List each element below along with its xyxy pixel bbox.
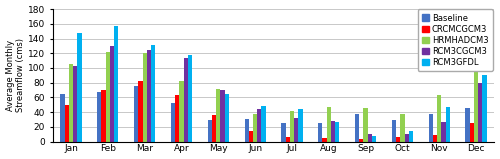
Bar [428,114,433,142]
Bar [134,86,138,142]
Bar [335,122,340,142]
Bar [114,26,118,142]
Bar [359,139,364,142]
Bar [482,75,486,142]
Bar [262,106,266,142]
Bar [138,81,142,142]
Y-axis label: Average Monthly
Streamflow (cms): Average Monthly Streamflow (cms) [6,38,25,112]
Bar [392,120,396,142]
Bar [188,55,192,142]
Bar [322,138,326,142]
Bar [355,114,359,142]
Bar [474,60,478,142]
Bar [249,131,253,142]
Bar [396,137,400,142]
Bar [294,118,298,142]
Bar [64,105,69,142]
Bar [98,92,102,142]
Bar [73,66,78,142]
Bar [437,95,442,142]
Bar [244,119,249,142]
Bar [142,52,147,142]
Bar [326,107,331,142]
Bar [257,108,262,142]
Bar [466,108,469,142]
Bar [78,33,82,142]
Bar [208,120,212,142]
Bar [102,90,105,142]
Bar [404,134,408,142]
Bar [175,94,180,142]
Bar [224,94,229,142]
Bar [60,94,64,142]
Bar [442,122,446,142]
Bar [212,115,216,142]
Bar [408,131,413,142]
Bar [106,52,110,142]
Bar [147,50,151,142]
Bar [478,83,482,142]
Bar [368,134,372,142]
Bar [180,80,184,142]
Bar [298,109,302,142]
Bar [282,123,286,142]
Bar [220,90,224,142]
Bar [433,135,437,142]
Bar [318,123,322,142]
Legend: Baseline, CRCMCGCM3, HRMHADCM3, RCM3CGCM3, RCM3GFDL: Baseline, CRCMCGCM3, HRMHADCM3, RCM3CGCM… [418,9,493,71]
Bar [400,114,404,142]
Bar [446,107,450,142]
Bar [69,64,73,142]
Bar [364,108,368,142]
Bar [184,58,188,142]
Bar [331,121,335,142]
Bar [171,103,175,142]
Bar [470,123,474,142]
Bar [151,45,156,142]
Bar [110,46,114,142]
Bar [286,137,290,142]
Bar [372,136,376,142]
Bar [253,114,257,142]
Bar [216,89,220,142]
Bar [290,111,294,142]
